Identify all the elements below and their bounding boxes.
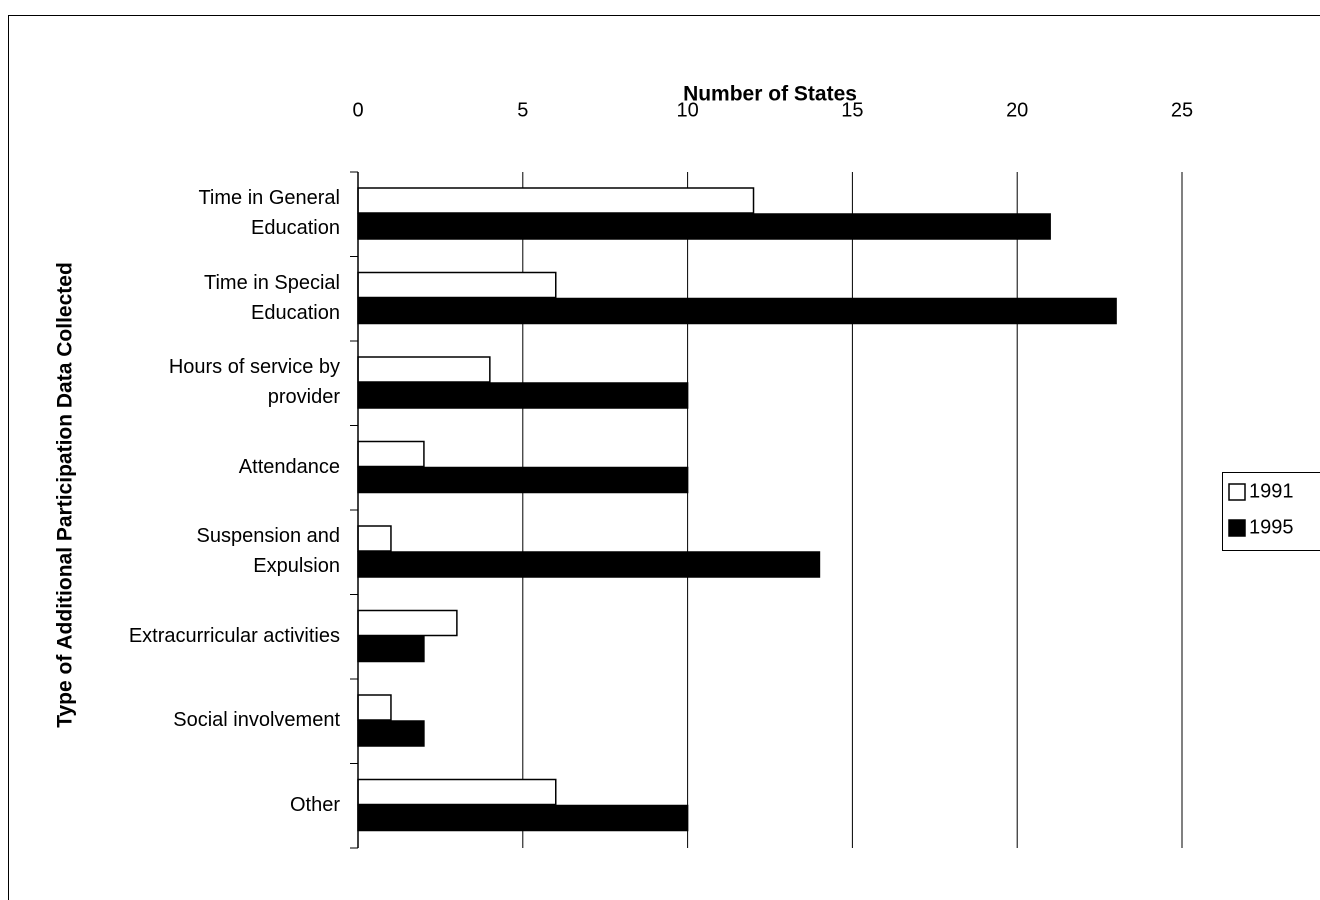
x-tick-label: 0 xyxy=(352,99,363,121)
frame xyxy=(8,15,1320,900)
x-tick-label: 10 xyxy=(676,99,698,121)
x-tick-label: 25 xyxy=(1171,99,1193,121)
y-tick-label: Extracurricular activities xyxy=(128,624,340,647)
y-tick-label: Suspension and Expulsion xyxy=(196,525,340,577)
legend-swatch xyxy=(1228,519,1246,537)
y-tick-label: Social involvement xyxy=(173,709,340,731)
x-tick-label: 20 xyxy=(1006,99,1028,121)
legend-label: 1991 xyxy=(1249,480,1294,502)
bar xyxy=(357,525,392,552)
y-tick-label: Other xyxy=(289,793,340,816)
bar xyxy=(357,635,425,663)
y-axis-title: Type of Additional Participation Data Co… xyxy=(54,262,77,728)
bar xyxy=(357,271,557,299)
bar xyxy=(357,440,425,468)
bar xyxy=(357,297,1117,325)
legend-label: 1995 xyxy=(1249,516,1294,538)
bar xyxy=(357,213,1051,240)
bar xyxy=(357,694,392,721)
bar xyxy=(357,778,557,806)
y-tick-label: Attendance xyxy=(238,455,340,478)
bar xyxy=(357,382,689,409)
bar xyxy=(357,551,821,578)
x-axis-title: Number of States xyxy=(683,83,857,106)
bar xyxy=(357,609,458,637)
y-tick-label: Hours of service by provider xyxy=(168,356,340,408)
legend-swatch xyxy=(1228,483,1246,501)
bar xyxy=(357,804,689,832)
bar xyxy=(357,356,491,383)
bar xyxy=(357,720,425,747)
y-tick-label: Time in Special Education xyxy=(204,271,340,324)
bar xyxy=(357,466,689,494)
bar xyxy=(357,187,755,214)
y-tick-label: Time in General Education xyxy=(198,187,340,239)
x-tick-label: 15 xyxy=(841,99,863,121)
x-tick-label: 5 xyxy=(517,99,528,121)
